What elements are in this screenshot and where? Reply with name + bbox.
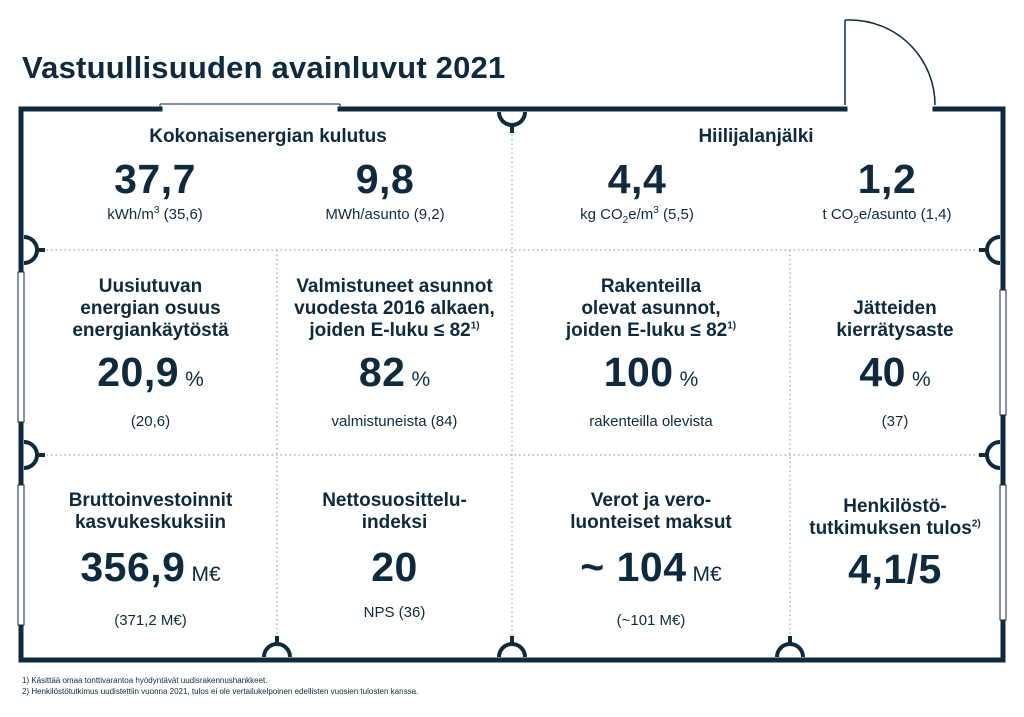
completed-heading: Valmistuneet asunnot vuodesta 2016 alkaen… (294, 276, 495, 341)
carbon-per-m3-sub: kg CO2e/m3 (5,5) (580, 205, 694, 226)
waste-sub: (37) (881, 413, 909, 430)
grid-lines (24, 112, 1000, 657)
personnel-heading: Henkilöstö-tutkimuksen tulos2) (809, 496, 981, 539)
carbon-heading: Hiilijalanjälki (698, 126, 814, 147)
completed-card: Valmistuneet asunnot vuodesta 2016 alkaen… (277, 276, 512, 431)
personnel-card: Henkilöstö-tutkimuksen tulos2) 4,1/5 (790, 496, 1000, 592)
footnote-1: 1) Käsittää omaa tonttivarantoa hyödyntä… (22, 676, 268, 685)
carbon-per-apartment-value: 1,2 (857, 156, 917, 202)
footnote-2: 2) Henkilöstötutkimus uudistettiin vuonn… (22, 687, 419, 696)
energy-per-apartment: 9,8 MWh/asunto (9,2) (270, 156, 500, 224)
taxes-value: ~ 104 M€ (580, 544, 722, 590)
window-top (159, 103, 341, 110)
energy-per-m3: 37,7 kWh/m3 (35,6) (40, 156, 270, 224)
investments-value: 356,9 M€ (80, 544, 221, 590)
energy-per-apartment-sub: MWh/asunto (9,2) (325, 206, 445, 223)
waste-heading: Jätteiden kierrätysaste (836, 298, 954, 341)
carbon-per-m3: 4,4 kg CO2e/m3 (5,5) (522, 156, 752, 226)
under-construction-heading: Rakenteilla olevat asunnot, joiden E-luku … (565, 276, 737, 341)
under-construction-value: 100% (603, 349, 699, 395)
renewable-card: Uusiutuvan energian osuus energiankäytöstä… (24, 276, 277, 431)
waste-value: 40% (859, 349, 931, 395)
completed-value: 82% (358, 349, 431, 395)
energy-per-apartment-value: 9,8 (355, 156, 415, 202)
door-icon (844, 19, 936, 106)
taxes-sub: (~101 M€) (616, 612, 686, 629)
taxes-heading: Verot ja vero-luonteiset maksut (570, 490, 732, 533)
renewable-value: 20,9% (97, 349, 204, 395)
completed-sub: valmistuneista (84) (331, 413, 458, 430)
nps-heading: Nettosuosittelu-indeksi (322, 490, 467, 533)
carbon-per-apartment: 1,2 t CO2e/asunto (1,4) (772, 156, 1002, 226)
investments-sub: (371,2 M€) (114, 612, 187, 629)
page-title: Vastuullisuuden avainluvut 2021 (22, 50, 506, 85)
nps-sub: NPS (36) (363, 604, 426, 621)
energy-heading: Kokonaisenergian kulutus (149, 126, 387, 147)
waste-card: Jätteiden kierrätysaste 40% (37) (790, 298, 1000, 431)
renewable-heading: Uusiutuvan energian osuus energiankäytöstä (72, 276, 229, 341)
carbon-per-apartment-sub: t CO2e/asunto (1,4) (822, 206, 952, 226)
investments-heading: Bruttoinvestoinnit kasvukeskuksiin (68, 490, 233, 533)
carbon-per-m3-value: 4,4 (607, 156, 667, 202)
windows-side (17, 271, 1007, 626)
under-construction-sub: rakenteilla olevista (589, 413, 713, 430)
renewable-sub: (20,6) (130, 413, 171, 430)
nps-value: 20 (371, 544, 418, 590)
energy-per-m3-sub: kWh/m3 (35,6) (107, 205, 203, 224)
energy-per-m3-value: 37,7 (114, 156, 196, 202)
investments-card: Bruttoinvestoinnit kasvukeskuksiin 356,9 M… (24, 490, 277, 630)
joints (23, 111, 1001, 658)
under-construction-card: Rakenteilla olevat asunnot, joiden E-luku … (512, 276, 790, 431)
nps-card: Nettosuosittelu-indeksi 20 NPS (36) (277, 490, 512, 622)
personnel-value: 4,1/5 (848, 546, 942, 592)
taxes-card: Verot ja vero-luonteiset maksut ~ 104 M€ … (512, 490, 790, 630)
